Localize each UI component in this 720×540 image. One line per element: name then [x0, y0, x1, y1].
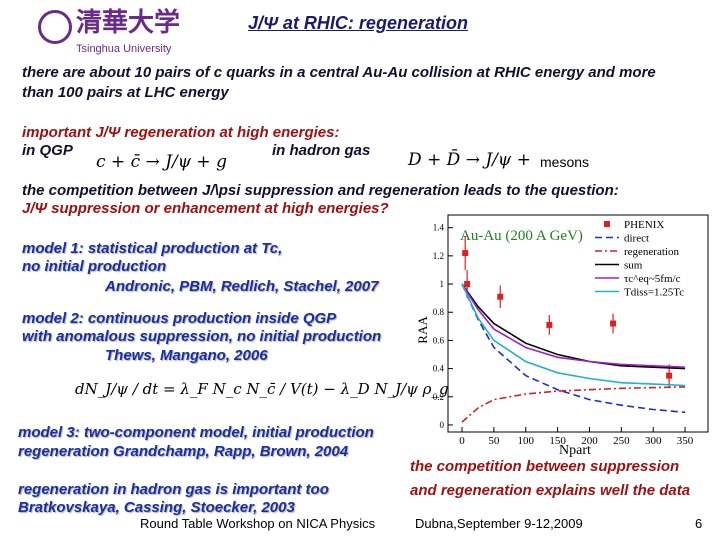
model-text: no initial production — [22, 258, 167, 275]
data-point — [462, 250, 469, 257]
x-tick-label: 200 — [581, 435, 598, 447]
x-axis-label: Npart — [559, 443, 591, 458]
model-text: model 1: statistical production at Tc, — [22, 240, 283, 257]
legend-label: regeneration — [624, 246, 679, 258]
chart: Au-Au (200 A GeV) Npart RAA 0 0.2 0.4 0.6 0.… — [415, 214, 709, 458]
equation: c + c̄ → J/ψ + g — [96, 152, 227, 172]
y-tick-label: 1.4 — [433, 223, 445, 233]
logo-cn: 清華大学 — [76, 8, 181, 38]
legend-label: sum — [624, 260, 643, 272]
label: in QGP — [22, 142, 73, 159]
question-line: J/Ψ suppression or enhancement at high e… — [22, 200, 389, 217]
model-ref: Thews, Mangano, 2006 — [105, 347, 268, 364]
y-tick-label: 0.4 — [433, 364, 445, 374]
data-point — [666, 372, 673, 379]
logo — [38, 10, 72, 44]
legend-label: τc^eq~5fm/c — [624, 273, 681, 285]
model-ref: Bratkovskaya, Cassing, Stoecker, 2003 — [18, 499, 295, 516]
series-line — [461, 283, 686, 370]
model-ref: Andronic, PBM, Redlich, Stachel, 2007 — [105, 278, 379, 295]
legend-marker — [604, 221, 610, 227]
series-line — [461, 283, 686, 387]
y-tick-label: 0.6 — [433, 335, 445, 345]
model-text: regeneration Grandchamp, Rapp, Brown, 20… — [18, 443, 349, 460]
chart-title: Au-Au (200 A GeV) — [460, 228, 583, 244]
y-tick-label: 0 — [440, 420, 445, 430]
model-text: regeneration in hadron gas is important … — [18, 481, 329, 498]
series-line — [461, 283, 686, 414]
label: in hadron gas — [272, 142, 371, 159]
conclusion: and regeneration explains well the data — [410, 482, 691, 499]
plot-frame — [447, 214, 709, 433]
model-text: model 3: two-component model, initial pr… — [18, 424, 374, 441]
series-line — [461, 283, 686, 368]
x-tick-label: 250 — [613, 435, 630, 447]
y-tick-label: 1.2 — [433, 251, 444, 261]
conclusion: the competition between suppression — [410, 458, 680, 475]
x-tick-label: 150 — [549, 435, 566, 447]
x-tick-label: 100 — [517, 435, 534, 447]
y-tick-label: 0.8 — [433, 307, 445, 317]
legend-label: PHENIX — [624, 219, 664, 231]
footer-place: Dubna,September 9-12,2009 — [415, 516, 583, 531]
legend-label: Tdiss=1.25Tc — [624, 287, 684, 299]
intro-line: than 100 pairs at LHC energy — [22, 84, 229, 101]
intro-line: there are about 10 pairs of c quarks in … — [22, 64, 656, 81]
model-text: with anomalous suppression, no initial p… — [22, 328, 382, 345]
model-text: model 2: continuous production inside QG… — [22, 310, 337, 327]
legend-label: direct — [624, 233, 649, 245]
heading: important J/Ψ regeneration at high energ… — [22, 124, 340, 141]
question-line: the competition between J/\psi suppressi… — [22, 182, 619, 199]
data-point — [610, 320, 617, 327]
footer-event: Round Table Workshop on NICA Physics — [140, 516, 376, 531]
data-point — [546, 321, 553, 328]
y-axis-label: RAA — [415, 316, 430, 344]
x-tick-label: 0 — [459, 435, 465, 447]
label: mesons — [540, 154, 590, 170]
slide-title: J/Ψ at RHIC: regeneration — [248, 13, 468, 33]
equation: D + D̄ → J/ψ + — [408, 150, 531, 170]
x-tick-label: 50 — [488, 435, 500, 447]
data-point — [464, 281, 471, 288]
logo-en: Tsinghua University — [76, 43, 172, 55]
y-tick-label: 1 — [440, 279, 445, 289]
page-number: 6 — [695, 516, 703, 531]
x-tick-label: 300 — [645, 435, 662, 447]
y-tick-label: 0.2 — [433, 392, 444, 402]
data-point — [497, 293, 504, 300]
equation: dN_J/ψ / dt = λ_F N_c N_c̄ / V(t) − λ_D … — [75, 380, 449, 398]
series-line — [461, 386, 686, 423]
x-tick-label: 350 — [677, 435, 694, 447]
